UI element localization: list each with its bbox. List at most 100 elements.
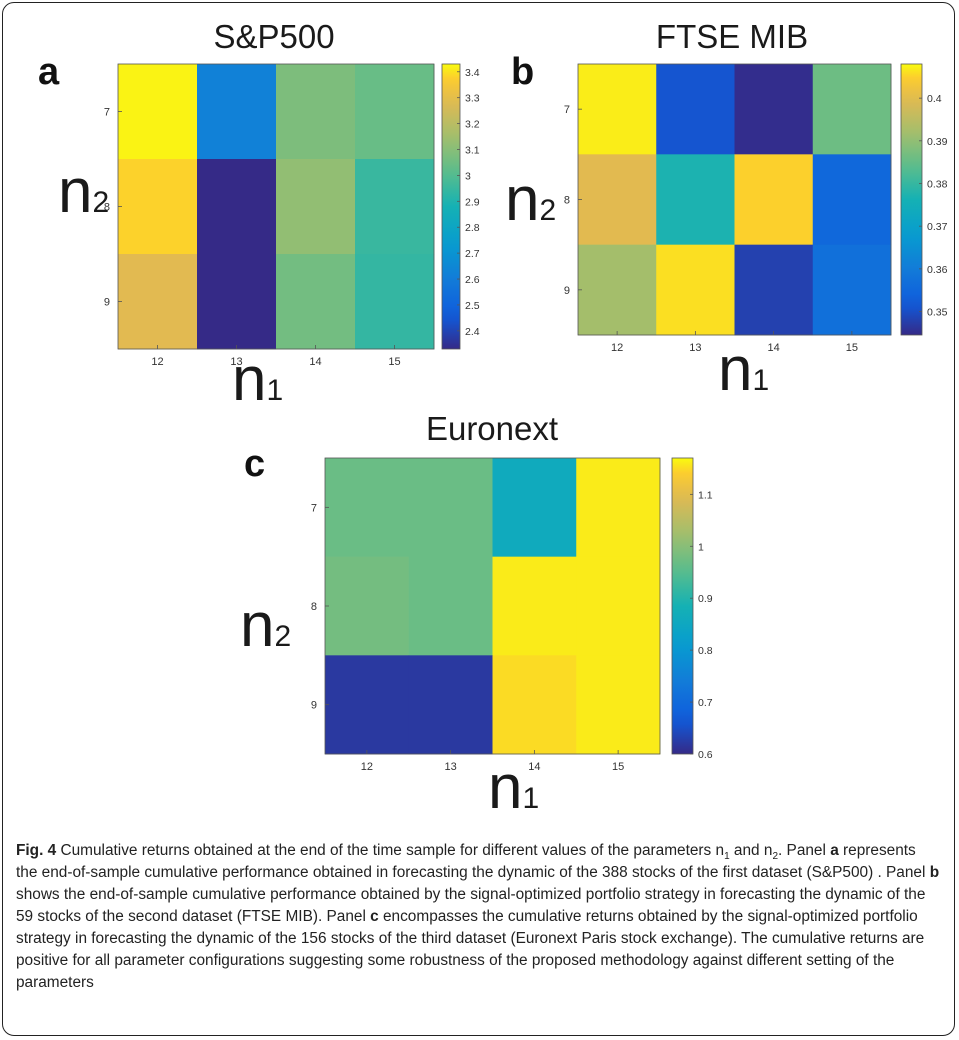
heatmap-cell [812,154,892,246]
colorbar-tick-label: 1.1 [698,489,713,501]
heatmap-panel-b: FTSE MIB b 12 13 14 15 7 8 9 0.35 0.36 0.37 0.38 0.39… [505,18,948,404]
x-tick-label: 14 [528,761,540,773]
heatmap-cell [408,458,493,558]
x-tick-label: 15 [846,342,858,354]
heatmap-cell [578,244,657,336]
heatmap-cell [734,244,814,336]
y-tick-label: 7 [564,104,570,116]
x-tick-label: 15 [388,356,400,368]
panel-title-c: Euronext [426,410,558,447]
heatmap-cell [355,64,435,160]
colorbar-tick-label: 1 [698,541,704,553]
colorbar-tick-label: 0.35 [927,307,948,319]
y-tick-label: 8 [104,202,110,214]
caption-text-4: represents the end-of-sample cumulative … [16,842,930,881]
colorbar-tick-label: 2.4 [465,326,480,338]
colorbar-tick-label: 2.9 [465,196,480,208]
colorbar-tick-label: 0.9 [698,593,713,605]
caption-text-3: . Panel [778,842,831,859]
y-tick-label: 7 [311,502,317,514]
heatmap-panel-a: S&P500 a 12 13 14 15 7 8 9 2.4 2.5 2.6 2.7 2.8 2.9 3 3.1… [38,18,480,414]
panel-letter-a: a [38,51,60,93]
caption-text-6: encompasses the cumulative returns obtai… [16,908,925,991]
heatmap-cell [197,64,277,160]
y-axis-label: n2 [240,591,291,660]
heatmap-cell [492,556,577,656]
figure-charts: S&P500 a 12 13 14 15 7 8 9 2.4 2.5 2.6 2.7 2.8 2.9 3 3.1… [38,18,948,822]
y-axis-label: n2 [505,165,556,234]
heatmap-cell [276,64,356,160]
heatmap-cell [734,154,814,246]
caption-text-2: and n [729,842,773,859]
x-axis-label: n1 [488,753,539,822]
colorbar-tick-label: 0.36 [927,264,948,276]
colorbar-tick-label: 2.5 [465,300,480,312]
heatmap-cell [576,655,661,755]
colorbar-tick-label: 0.4 [927,93,942,105]
y-tick-label: 8 [564,195,570,207]
colorbar-tick-label: 3.4 [465,67,480,79]
colorbar [441,63,461,350]
heatmap-cell [408,655,493,755]
caption-panel-b: b [929,864,940,881]
colorbar-tick-label: 0.39 [927,136,948,148]
heatmap-cell [197,159,277,255]
heatmap-cell [578,64,657,155]
figure-caption: Fig. 4 Cumulative returns obtained at th… [16,840,941,994]
caption-fig-label: Fig. 4 [16,842,57,859]
heatmap-cell [325,655,410,755]
heatmap-cell [276,159,356,255]
heatmap-cell [576,458,661,558]
caption-panel-a: a [830,842,839,859]
caption-sub-2: 2 [772,851,778,863]
panel-letter-c: c [244,443,265,485]
heatmap-cell [656,244,735,336]
heatmap-cell [812,244,892,336]
heatmap-cell [355,254,435,350]
caption-sub-1: 1 [724,851,730,863]
panel-title-a: S&P500 [213,18,334,55]
y-tick-label: 8 [311,601,317,613]
panel-letter-b: b [511,51,534,93]
colorbar-tick-label: 3.2 [465,119,480,131]
y-axis-label: n2 [58,157,109,226]
x-axis-label: n1 [718,335,769,404]
x-tick-label: 14 [309,356,321,368]
colorbar [900,63,923,336]
y-tick-label: 9 [311,700,317,712]
x-tick-label: 13 [445,761,457,773]
colorbar-tick-label: 3.1 [465,145,480,157]
panel-title-b: FTSE MIB [656,18,808,55]
colorbar-tick-label: 0.8 [698,645,713,657]
heatmap-cell [576,556,661,656]
heatmap-cell [734,64,814,155]
colorbar-tick-label: 3 [465,170,471,182]
heatmap-cell [325,458,410,558]
x-tick-label: 12 [361,761,373,773]
heatmap-cell [812,64,892,155]
heatmap-cell [656,64,735,155]
heatmap-cell [197,254,277,350]
caption-panel-c: c [370,908,379,925]
caption-text-1: Cumulative returns obtained at the end o… [56,842,725,859]
heatmap-cell [118,254,198,350]
colorbar-tick-label: 0.7 [698,697,713,709]
colorbar-tick-label: 0.38 [927,178,948,190]
x-tick-label: 14 [768,342,780,354]
colorbar-tick-label: 2.7 [465,248,480,260]
heatmap-cell [492,655,577,755]
x-axis-label: n1 [232,345,283,414]
x-tick-label: 12 [151,356,163,368]
heatmap-cell [355,159,435,255]
colorbar-tick-label: 2.6 [465,274,480,286]
y-tick-label: 9 [104,297,110,309]
y-tick-label: 7 [104,107,110,119]
y-tick-label: 9 [564,285,570,297]
heatmap-cell [492,458,577,558]
colorbar-tick-label: 0.37 [927,221,948,233]
x-tick-label: 15 [612,761,624,773]
colorbar-tick-label: 2.8 [465,222,480,234]
heatmap-cell [118,64,198,160]
heatmap-cell [578,154,657,246]
